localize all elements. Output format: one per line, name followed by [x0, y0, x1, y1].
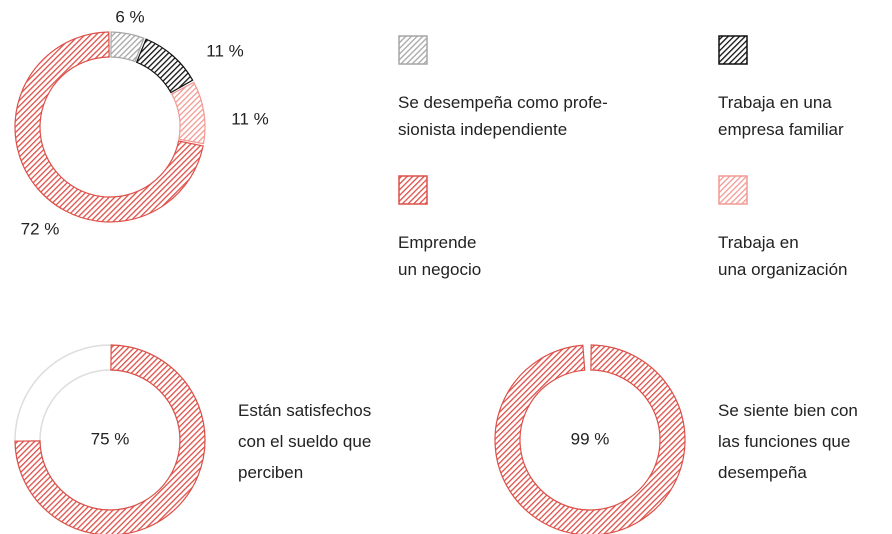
value-label: 99 % [571, 429, 610, 448]
value-label: 72 % [21, 219, 60, 238]
legend-label: Trabaja en una empresa familiar [718, 93, 844, 139]
legend-swatch [398, 35, 428, 65]
donut-segment [14, 344, 206, 534]
donut-segment [170, 81, 206, 145]
donut-segment [14, 31, 204, 223]
legend-swatch [398, 175, 428, 205]
caption: Se siente bien con las funciones que des… [718, 401, 858, 482]
legend-label: Se desempeña como profe- sionista indepe… [398, 93, 608, 139]
value-label: 6 % [115, 7, 144, 26]
legend-swatch [718, 35, 748, 65]
donut-segment [110, 31, 145, 63]
value-label: 75 % [91, 429, 130, 448]
donut-segment [494, 344, 686, 534]
donut-segment [135, 38, 194, 94]
legend-label: Trabaja en una organización [718, 233, 848, 279]
legend-label: Emprende un negocio [398, 233, 482, 279]
value-label: 11 % [206, 41, 244, 60]
legend-swatch [718, 175, 748, 205]
caption: Están satisfechos con el sueldo que perc… [238, 401, 372, 482]
value-label: 11 % [231, 109, 269, 128]
